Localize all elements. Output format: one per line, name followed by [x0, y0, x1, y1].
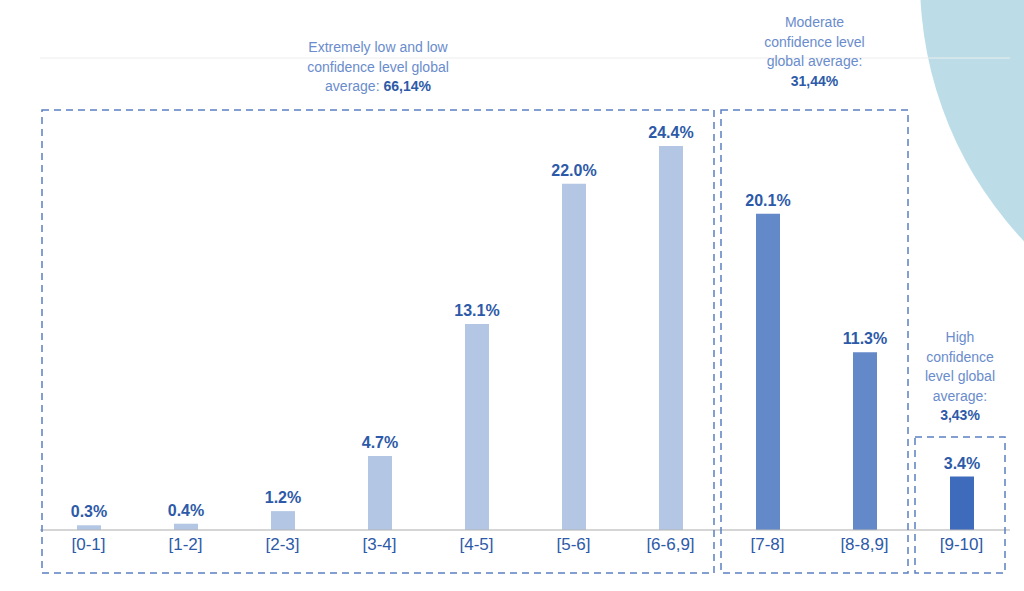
svg-text:[0-1]: [0-1] [71, 535, 105, 554]
svg-text:20.1%: 20.1% [745, 192, 790, 209]
svg-text:Extremely low and low: Extremely low and low [308, 39, 448, 55]
svg-text:3,43%: 3,43% [940, 407, 980, 423]
svg-text:average:: average: [933, 388, 987, 404]
svg-text:[6-6,9]: [6-6,9] [646, 535, 694, 554]
svg-text:confidence level: confidence level [764, 34, 864, 50]
svg-text:31,44%: 31,44% [791, 73, 839, 89]
svg-text:Moderate: Moderate [785, 14, 844, 30]
svg-text:1.2%: 1.2% [265, 489, 301, 506]
svg-text:average: 66,14%: average: 66,14% [325, 78, 431, 94]
svg-text:[8-8,9]: [8-8,9] [840, 535, 888, 554]
svg-text:[9-10]: [9-10] [940, 535, 983, 554]
svg-text:4.7%: 4.7% [362, 434, 398, 451]
svg-text:[4-5]: [4-5] [459, 535, 493, 554]
svg-text:High: High [946, 329, 975, 345]
svg-text:confidence level global: confidence level global [307, 59, 449, 75]
svg-text:[5-6]: [5-6] [556, 535, 590, 554]
svg-text:11.3%: 11.3% [843, 330, 887, 347]
svg-text:[7-8]: [7-8] [750, 535, 784, 554]
svg-text:3.4%: 3.4% [944, 455, 980, 472]
svg-text:24.4%: 24.4% [648, 124, 693, 141]
svg-text:0.3%: 0.3% [71, 503, 107, 520]
svg-text:13.1%: 13.1% [454, 302, 499, 319]
svg-text:[1-2]: [1-2] [168, 535, 202, 554]
svg-text:[3-4]: [3-4] [362, 535, 396, 554]
svg-text:22.0%: 22.0% [551, 162, 596, 179]
svg-text:confidence: confidence [926, 349, 994, 365]
svg-text:global average:: global average: [767, 53, 863, 69]
svg-text:level global: level global [925, 368, 995, 384]
svg-text:[2-3]: [2-3] [265, 535, 299, 554]
svg-text:0.4%: 0.4% [168, 502, 204, 519]
